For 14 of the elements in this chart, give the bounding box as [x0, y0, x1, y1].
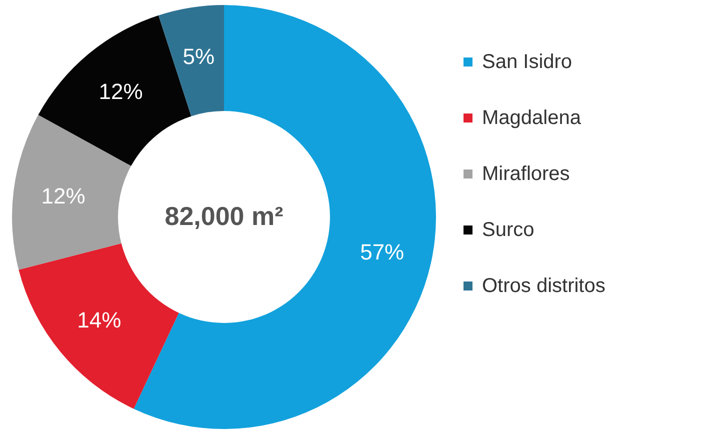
text: 82,000 m² [164, 201, 284, 231]
data-label: 14% [77, 307, 122, 332]
donut-slice [18, 243, 179, 409]
donut-slice [12, 114, 132, 270]
data-label: 57% [360, 239, 404, 264]
data-label: 12% [41, 184, 86, 209]
legend-label: Miraflores [482, 163, 570, 185]
data-label: 12% [98, 79, 143, 104]
legend-label: San Isidro [482, 51, 572, 73]
legend-label: Surco [482, 219, 534, 241]
legend-label: Magdalena [482, 107, 582, 129]
donut-slice [158, 5, 224, 116]
data-label: 5% [182, 44, 215, 69]
legend-label: Otros distritos [482, 275, 606, 297]
